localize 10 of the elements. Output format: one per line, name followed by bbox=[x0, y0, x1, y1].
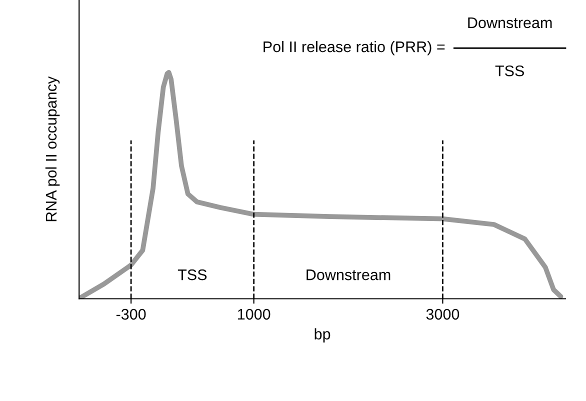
x-tick-label: -300 bbox=[116, 308, 146, 320]
annotation: Downstream bbox=[306, 270, 390, 280]
text: Pol II release ratio (PRR) = bbox=[264, 41, 445, 56]
x-tick-label: 1000 bbox=[238, 308, 270, 320]
x-tick-label: 3000 bbox=[426, 308, 460, 320]
y-axis-title: RNA pol II occupancy bbox=[45, 76, 60, 222]
text: Downstream bbox=[468, 18, 552, 28]
annotation: TSS bbox=[495, 65, 524, 76]
x-axis-title: bp bbox=[314, 328, 330, 343]
annotation: TSS bbox=[178, 269, 207, 280]
